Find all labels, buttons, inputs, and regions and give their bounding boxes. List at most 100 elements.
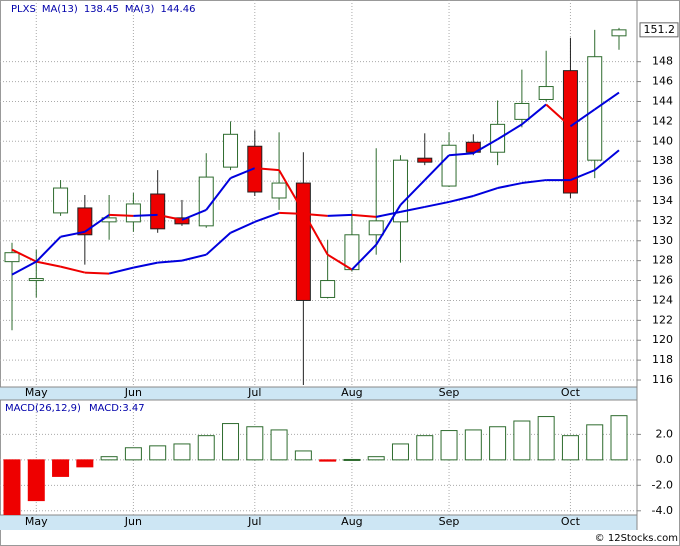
ma-segment — [472, 138, 499, 155]
ma-segment — [351, 244, 377, 271]
x-tick-label: May — [25, 386, 48, 399]
ma-segment — [303, 212, 328, 217]
legend: MACD(26,12,9) MACD:3.47 — [5, 403, 145, 414]
candle-body — [174, 217, 190, 225]
ma-segment — [375, 204, 402, 246]
candle-body — [223, 133, 239, 168]
macd-bar — [440, 430, 458, 461]
ma-segment — [11, 260, 37, 276]
ma-segment — [60, 230, 86, 238]
ma-segment — [594, 149, 620, 171]
plot — [4, 27, 627, 386]
candle-body — [368, 220, 384, 236]
candle-body — [611, 29, 627, 37]
legend-title: MACD(26,12,9) — [5, 403, 81, 414]
macd-bar — [52, 459, 70, 477]
legend-value: 3.47 — [122, 403, 144, 414]
candle-body — [4, 252, 20, 263]
ma-segment — [157, 259, 183, 264]
candle-body — [77, 207, 93, 236]
ma-segment — [570, 169, 596, 181]
ma-segment — [205, 232, 232, 256]
macd-bar — [27, 459, 45, 502]
ma-segment — [36, 260, 61, 268]
macd-bar — [367, 456, 385, 461]
macd-bar — [294, 450, 312, 461]
ma-segment — [424, 200, 450, 208]
y-tick-label: 2.0 — [656, 427, 674, 440]
macd-bar — [319, 459, 337, 462]
macd-bar — [197, 435, 215, 461]
ma-segment — [278, 169, 305, 213]
ma-segment — [424, 154, 450, 181]
candle-body — [538, 86, 554, 100]
candle-body — [514, 102, 530, 120]
candle-body — [53, 187, 69, 214]
ma-segment — [473, 187, 498, 197]
ma-segment — [545, 103, 572, 128]
ma-segment — [109, 213, 134, 217]
macd-bar — [464, 429, 482, 461]
ma-segment — [230, 220, 256, 234]
x-tick-label: May — [25, 515, 48, 528]
y-tick-label: 148 — [652, 55, 673, 68]
macd-bar — [586, 424, 604, 461]
y-tick-label: 124 — [652, 293, 673, 306]
y-tick-label: 118 — [652, 353, 673, 366]
ma-segment — [448, 195, 474, 203]
candle-body — [417, 157, 433, 163]
macd-bar — [489, 426, 507, 461]
macd-bar — [270, 429, 288, 461]
macd-bar — [246, 426, 264, 461]
y-tick-label: 126 — [652, 274, 673, 287]
ma-segment — [254, 211, 280, 223]
macd-bar — [561, 435, 579, 461]
y-tick-label: 134 — [652, 194, 673, 207]
ma-segment — [497, 123, 523, 141]
candle-body — [320, 280, 336, 298]
macd-bar — [343, 458, 361, 461]
ma-segment — [230, 167, 256, 180]
y-tick-label: 138 — [652, 154, 673, 167]
candle-body — [271, 182, 287, 199]
ma-segment — [448, 152, 474, 157]
ma-segment — [181, 253, 207, 262]
macd-bar — [537, 416, 555, 461]
x-tick-label: Aug — [341, 386, 362, 399]
legend-prefix: MACD: — [89, 403, 122, 414]
y-tick-label: 146 — [652, 75, 673, 88]
x-axis-strip — [0, 387, 637, 400]
candle-body — [392, 159, 408, 223]
candle-body — [28, 278, 44, 282]
candle-body — [125, 203, 141, 223]
macd-bar — [100, 456, 118, 461]
ma-segment — [254, 167, 280, 172]
y-tick-label: 142 — [652, 114, 673, 127]
macd-bar — [610, 415, 628, 461]
y-tick-label: -2.0 — [652, 478, 673, 491]
ma-segment — [497, 182, 523, 190]
ma-segment — [108, 266, 134, 275]
legend-value: 144.46 — [160, 4, 195, 15]
candle-body — [150, 193, 166, 230]
ma-segment — [35, 236, 62, 263]
ma-segment — [569, 108, 596, 128]
macd-bar — [3, 459, 21, 515]
x-tick-label: Jun — [124, 515, 142, 528]
y-tick-label: -4.0 — [652, 504, 673, 517]
x-tick-label: Oct — [561, 386, 581, 399]
ma-segment — [351, 213, 377, 218]
x-tick-label: Jul — [247, 515, 261, 528]
ma-segment — [205, 177, 232, 211]
watermark: © 12Stocks.com — [595, 533, 678, 544]
macd-bar — [416, 435, 434, 461]
legend: PLXS MA(13) 138.45 MA(3) 144.46 — [11, 4, 195, 15]
ma-segment — [133, 261, 158, 269]
macd-bar — [76, 459, 94, 468]
last-price-label: 151.2 — [644, 23, 676, 36]
y-tick-label: 136 — [652, 174, 673, 187]
ma-segment — [521, 103, 547, 126]
ma-segment — [133, 213, 158, 217]
y-tick-label: 120 — [652, 333, 673, 346]
